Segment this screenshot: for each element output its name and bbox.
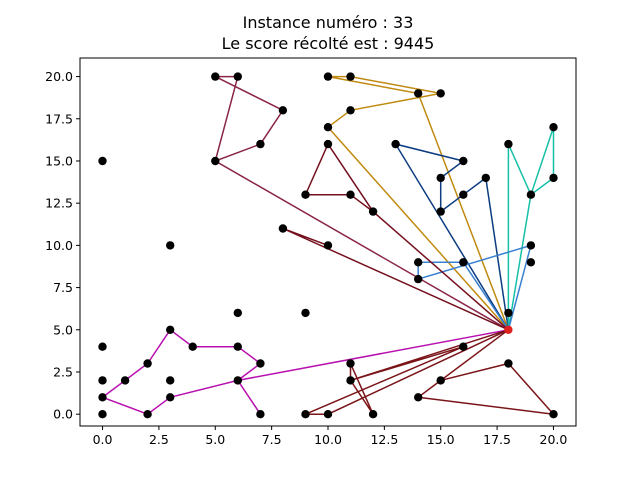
customer-point (166, 325, 175, 334)
customer-point (120, 376, 130, 385)
y-tick-label: 5.0 (53, 322, 73, 337)
customer-point (346, 190, 355, 199)
x-tick-label: 12.5 (370, 432, 398, 447)
customer-point (98, 376, 107, 385)
customer-point (323, 410, 333, 419)
customer-point (211, 156, 220, 166)
customer-point (346, 376, 355, 385)
route-line-2 (394, 142, 510, 331)
customer-point (233, 72, 242, 81)
customer-point (504, 139, 513, 149)
customer-point (256, 410, 265, 419)
customer-point (166, 241, 175, 250)
y-tick-label: 20.0 (45, 69, 73, 84)
customer-point (301, 410, 310, 419)
customer-point (166, 376, 175, 385)
customer-point (98, 410, 107, 419)
customer-point (549, 123, 558, 132)
customer-point (211, 72, 220, 81)
x-tick-label: 0.0 (93, 432, 113, 447)
customer-point (323, 72, 333, 81)
customer-point (368, 410, 378, 419)
x-tick-label: 10.0 (314, 432, 342, 447)
customer-point (526, 241, 536, 250)
customer-point (346, 106, 355, 115)
customer-point (526, 258, 536, 267)
route-line-9 (305, 329, 509, 415)
customer-point (323, 241, 333, 250)
customer-point (233, 342, 242, 351)
x-tick-label: 20.0 (540, 432, 568, 447)
chart-title-line-1: Instance numéro : 33 (243, 13, 414, 32)
points-layer (98, 72, 558, 419)
customer-point (323, 139, 333, 149)
x-tick-label: 17.5 (483, 432, 511, 447)
customer-point (143, 410, 152, 419)
customer-point (459, 258, 468, 267)
customer-point (436, 89, 445, 98)
y-tick-label: 15.0 (45, 153, 73, 168)
chart-title-line-2: Le score récolté est : 9445 (222, 34, 435, 53)
y-tick-label: 12.5 (45, 196, 73, 211)
x-tick-label: 5.0 (205, 432, 225, 447)
customer-point (301, 308, 310, 318)
y-tick-label: 10.0 (45, 238, 73, 253)
depot-point (504, 325, 513, 334)
customer-point (143, 359, 152, 368)
customer-point (526, 190, 536, 199)
customer-point (481, 173, 490, 183)
customer-point (436, 376, 445, 385)
x-tick-label: 7.5 (262, 432, 282, 447)
customer-point (256, 139, 265, 149)
customer-point (414, 258, 423, 267)
customer-point (368, 207, 378, 216)
y-tick-label: 0.0 (53, 407, 73, 422)
customer-point (504, 359, 513, 368)
customer-point (278, 224, 288, 233)
customer-point (233, 376, 242, 385)
customer-point (391, 139, 400, 149)
customer-point (504, 308, 513, 318)
customer-point (346, 72, 355, 81)
customer-point (414, 89, 423, 98)
customer-point (278, 106, 288, 115)
y-tick-label: 2.5 (53, 364, 73, 379)
route-line-3 (507, 126, 555, 330)
y-axis: 0.0 2.5 5.0 7.5 10.0 12.5 15.0 17.5 20.0 (45, 69, 80, 422)
x-tick-label: 15.0 (427, 432, 455, 447)
customer-point (188, 342, 197, 351)
customer-point (459, 156, 468, 166)
customer-point (459, 342, 468, 351)
route-line-4 (417, 244, 532, 331)
y-tick-label: 7.5 (53, 280, 73, 295)
route-line-7 (282, 227, 509, 331)
route-line-6 (304, 142, 509, 331)
depot-layer (504, 325, 513, 334)
customer-point (98, 156, 107, 166)
route-line-10 (417, 329, 556, 416)
customer-point (233, 308, 242, 318)
customer-point (436, 207, 445, 216)
customer-point (98, 393, 107, 402)
y-tick-label: 17.5 (45, 111, 73, 126)
customer-point (549, 173, 558, 183)
customer-point (323, 123, 333, 132)
customer-point (414, 274, 423, 284)
customer-point (414, 393, 423, 402)
customer-point (301, 190, 310, 199)
route-line-1 (326, 75, 510, 331)
customer-point (98, 342, 107, 351)
x-axis: 0.0 2.5 5.0 7.5 10.0 12.5 15.0 17.5 20.0 (93, 426, 568, 447)
customer-point (436, 173, 445, 183)
customer-point (166, 393, 175, 402)
customer-point (459, 190, 468, 199)
customer-point (549, 410, 558, 419)
customer-point (256, 359, 265, 368)
customer-point (346, 359, 355, 368)
x-tick-label: 2.5 (149, 432, 169, 447)
